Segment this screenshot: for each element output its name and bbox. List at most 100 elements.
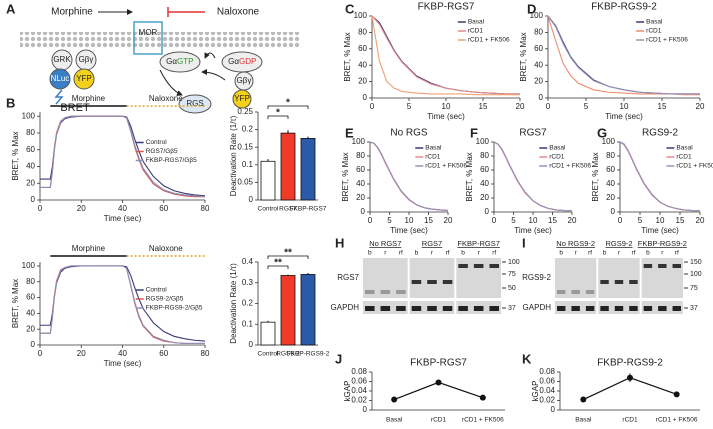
x-tick-label: 0 — [368, 216, 373, 225]
lane-label: r — [575, 250, 578, 257]
x-tick-label: 20 — [444, 216, 453, 225]
y-tick-label: 0 — [249, 195, 254, 204]
x-tick-label: 20 — [568, 216, 577, 225]
rgs-label: RGS — [186, 99, 203, 108]
y-tick-label: 60 — [358, 44, 367, 53]
series-line — [40, 115, 206, 197]
y-tick-label: 20 — [26, 324, 35, 333]
gdp-label: GDP — [239, 57, 256, 66]
y-tick-label: 40 — [480, 179, 489, 188]
band — [473, 264, 484, 268]
x-tick-label: 80 — [201, 204, 210, 213]
x-tick-label: 15 — [658, 102, 667, 111]
marker-label: 100 — [508, 259, 520, 266]
y-tick-label: 0.04 — [351, 386, 367, 395]
y-axis-label: BRET, % Max — [11, 279, 20, 328]
legend-label: Control — [146, 287, 168, 294]
y-tick-label: 0 — [361, 207, 366, 216]
y-tick-label: 60 — [480, 165, 489, 174]
arrow — [201, 69, 226, 81]
gtp-label: GTP — [177, 57, 193, 66]
band — [571, 290, 580, 294]
annotation: Morphine — [72, 244, 106, 253]
group-label: FKBP-RGS9-2 — [638, 239, 687, 248]
x-tick-label: 10 — [405, 216, 414, 225]
x-tick-label: 0 — [38, 349, 43, 358]
panel-letter: H — [335, 235, 344, 250]
lane-label: rf — [446, 250, 450, 257]
panel-letter: J — [335, 351, 342, 366]
panel-letter: B — [6, 95, 15, 110]
gbg-label: Gβγ — [79, 55, 94, 64]
bret-label: BRET — [60, 102, 90, 114]
series-line — [369, 141, 449, 212]
y-tick-label: 60 — [606, 165, 615, 174]
x-tick-label: 20 — [516, 102, 525, 111]
band — [672, 264, 681, 268]
x-tick-label: 0 — [618, 216, 623, 225]
y-tick-label: 40 — [356, 179, 365, 188]
band — [458, 306, 468, 311]
rgs — [178, 94, 212, 114]
y-tick-label: 0 — [249, 340, 254, 349]
chart-title: FKBP-RGS9-2 — [597, 358, 663, 369]
band — [411, 306, 422, 311]
x-axis-label: Time (sec) — [104, 359, 142, 368]
group-label: FKBP-RGS7 — [457, 239, 500, 248]
y-tick-label: 0.1 — [242, 319, 254, 328]
y-tick-label: 80 — [26, 128, 35, 137]
nluc-label: NLuc — [51, 74, 70, 83]
lane-label: r — [661, 250, 664, 257]
y-tick-label: 0.08 — [539, 367, 555, 376]
band — [365, 290, 375, 294]
point — [580, 396, 587, 403]
significance-label: ** — [284, 248, 292, 259]
x-tick-label: rCD1 + FK506 — [656, 417, 698, 424]
band — [442, 280, 453, 284]
lane-label: r — [618, 250, 621, 257]
group-label: No RGS7 — [369, 239, 401, 248]
y-tick-label: 0.04 — [539, 386, 555, 395]
legend-label: RGS7/Gβ5 — [146, 148, 178, 155]
yfp-label: YFP — [234, 94, 250, 103]
x-tick-label: RGS7 — [279, 206, 297, 213]
y-axis-label: kGAP — [343, 381, 352, 402]
y-tick-label: 0 — [363, 405, 368, 414]
y-tick-label: 0 — [363, 93, 368, 102]
series-line — [619, 141, 700, 212]
significance-bracket — [267, 115, 289, 119]
legend-label: Control — [146, 139, 168, 146]
lane-label: b — [415, 250, 419, 257]
y-tick-label: 0.3 — [242, 278, 254, 287]
diagram: A MOR Morphine Naloxone GRK Gβγ NLuc YFP… — [6, 1, 300, 114]
y-axis-label: BRET, % Max — [591, 152, 600, 201]
y-tick-label: 0 — [31, 195, 36, 204]
band — [614, 280, 624, 284]
band — [600, 280, 609, 284]
y-tick-label: 0.06 — [351, 377, 367, 386]
lane-label: rf — [399, 250, 403, 257]
band — [396, 290, 406, 294]
x-tick-label: 40 — [118, 204, 127, 213]
panel-letter: C — [345, 1, 355, 16]
y-tick-label: 60 — [26, 145, 35, 154]
legend-label: rCD1 + FK506 — [549, 163, 591, 170]
chart-title: FKBP-RGS7 — [418, 2, 475, 13]
x-axis-label: Time (sec) — [641, 226, 679, 235]
lane-label: rf — [631, 250, 635, 257]
marker-label: 100 — [690, 271, 702, 278]
y-tick-label: 0.1 — [242, 160, 254, 169]
chart-title: RGS7 — [519, 128, 547, 139]
x-tick-label: Control — [258, 351, 280, 358]
y-tick-label: 100 — [352, 137, 366, 146]
y-tick-label: 100 — [602, 137, 616, 146]
y-tick-label: 100 — [476, 137, 490, 146]
legend-label: Basal — [676, 145, 693, 152]
x-tick-label: 0 — [38, 204, 43, 213]
legend-label: rCD1 — [468, 28, 484, 35]
x-tick-label: 15 — [676, 216, 685, 225]
band — [658, 264, 667, 268]
bar — [300, 137, 316, 201]
band — [380, 290, 391, 294]
x-tick-label: 0 — [370, 102, 375, 111]
